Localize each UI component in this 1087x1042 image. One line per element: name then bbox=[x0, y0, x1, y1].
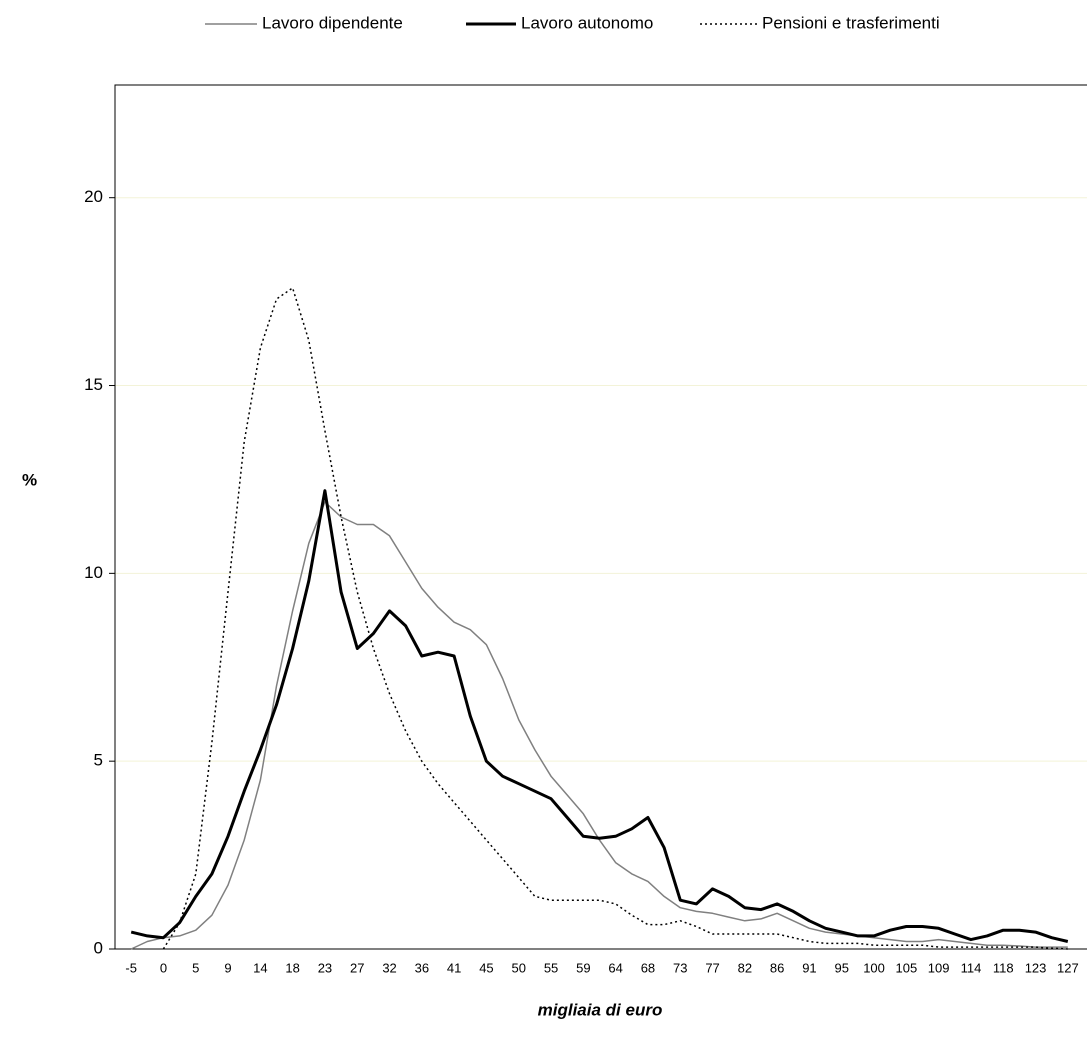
x-tick-label: 45 bbox=[479, 960, 493, 975]
x-axis-title: migliaia di euro bbox=[538, 1000, 663, 1019]
x-tick-label: 50 bbox=[512, 960, 526, 975]
series-line bbox=[130, 501, 1068, 950]
x-tick-label: 100 bbox=[863, 960, 885, 975]
y-tick-label: 20 bbox=[84, 187, 103, 206]
x-tick-label: 32 bbox=[382, 960, 396, 975]
legend-label: Pensioni e trasferimenti bbox=[762, 13, 940, 32]
y-tick-label: 0 bbox=[94, 938, 103, 957]
x-tick-label: 114 bbox=[961, 960, 982, 975]
y-axis-title: % bbox=[22, 470, 37, 489]
y-tick-label: 5 bbox=[94, 751, 103, 770]
x-tick-label: 55 bbox=[544, 960, 558, 975]
x-tick-label: 18 bbox=[285, 960, 299, 975]
x-tick-label: 9 bbox=[224, 960, 231, 975]
x-tick-label: 105 bbox=[895, 960, 917, 975]
x-tick-label: 0 bbox=[160, 960, 167, 975]
y-tick-label: 10 bbox=[84, 563, 103, 582]
x-tick-label: 86 bbox=[770, 960, 784, 975]
series-line bbox=[162, 287, 1068, 950]
x-tick-label: 82 bbox=[738, 960, 752, 975]
legend-label: Lavoro autonomo bbox=[521, 13, 653, 32]
x-tick-label: 123 bbox=[1025, 960, 1047, 975]
x-tick-label: 36 bbox=[415, 960, 429, 975]
x-tick-label: 23 bbox=[318, 960, 332, 975]
x-tick-label: 64 bbox=[608, 960, 622, 975]
x-tick-label: 5 bbox=[192, 960, 199, 975]
x-tick-label: 118 bbox=[993, 960, 1014, 975]
x-tick-label: 41 bbox=[447, 960, 461, 975]
x-tick-label: 59 bbox=[576, 960, 590, 975]
x-tick-label: 73 bbox=[673, 960, 687, 975]
x-tick-label: 77 bbox=[705, 960, 719, 975]
legend-label: Lavoro dipendente bbox=[262, 13, 403, 32]
plot-frame bbox=[114, 84, 1087, 950]
x-tick-label: 91 bbox=[802, 960, 816, 975]
x-tick-label: 95 bbox=[835, 960, 849, 975]
series-line bbox=[130, 489, 1069, 943]
x-tick-label: 14 bbox=[253, 960, 267, 975]
x-tick-label: 27 bbox=[350, 960, 364, 975]
y-tick-label: 15 bbox=[84, 375, 103, 394]
x-tick-label: -5 bbox=[125, 960, 137, 975]
x-tick-label: 68 bbox=[641, 960, 655, 975]
x-tick-label: 127 bbox=[1057, 960, 1079, 975]
x-tick-label: 109 bbox=[928, 960, 950, 975]
